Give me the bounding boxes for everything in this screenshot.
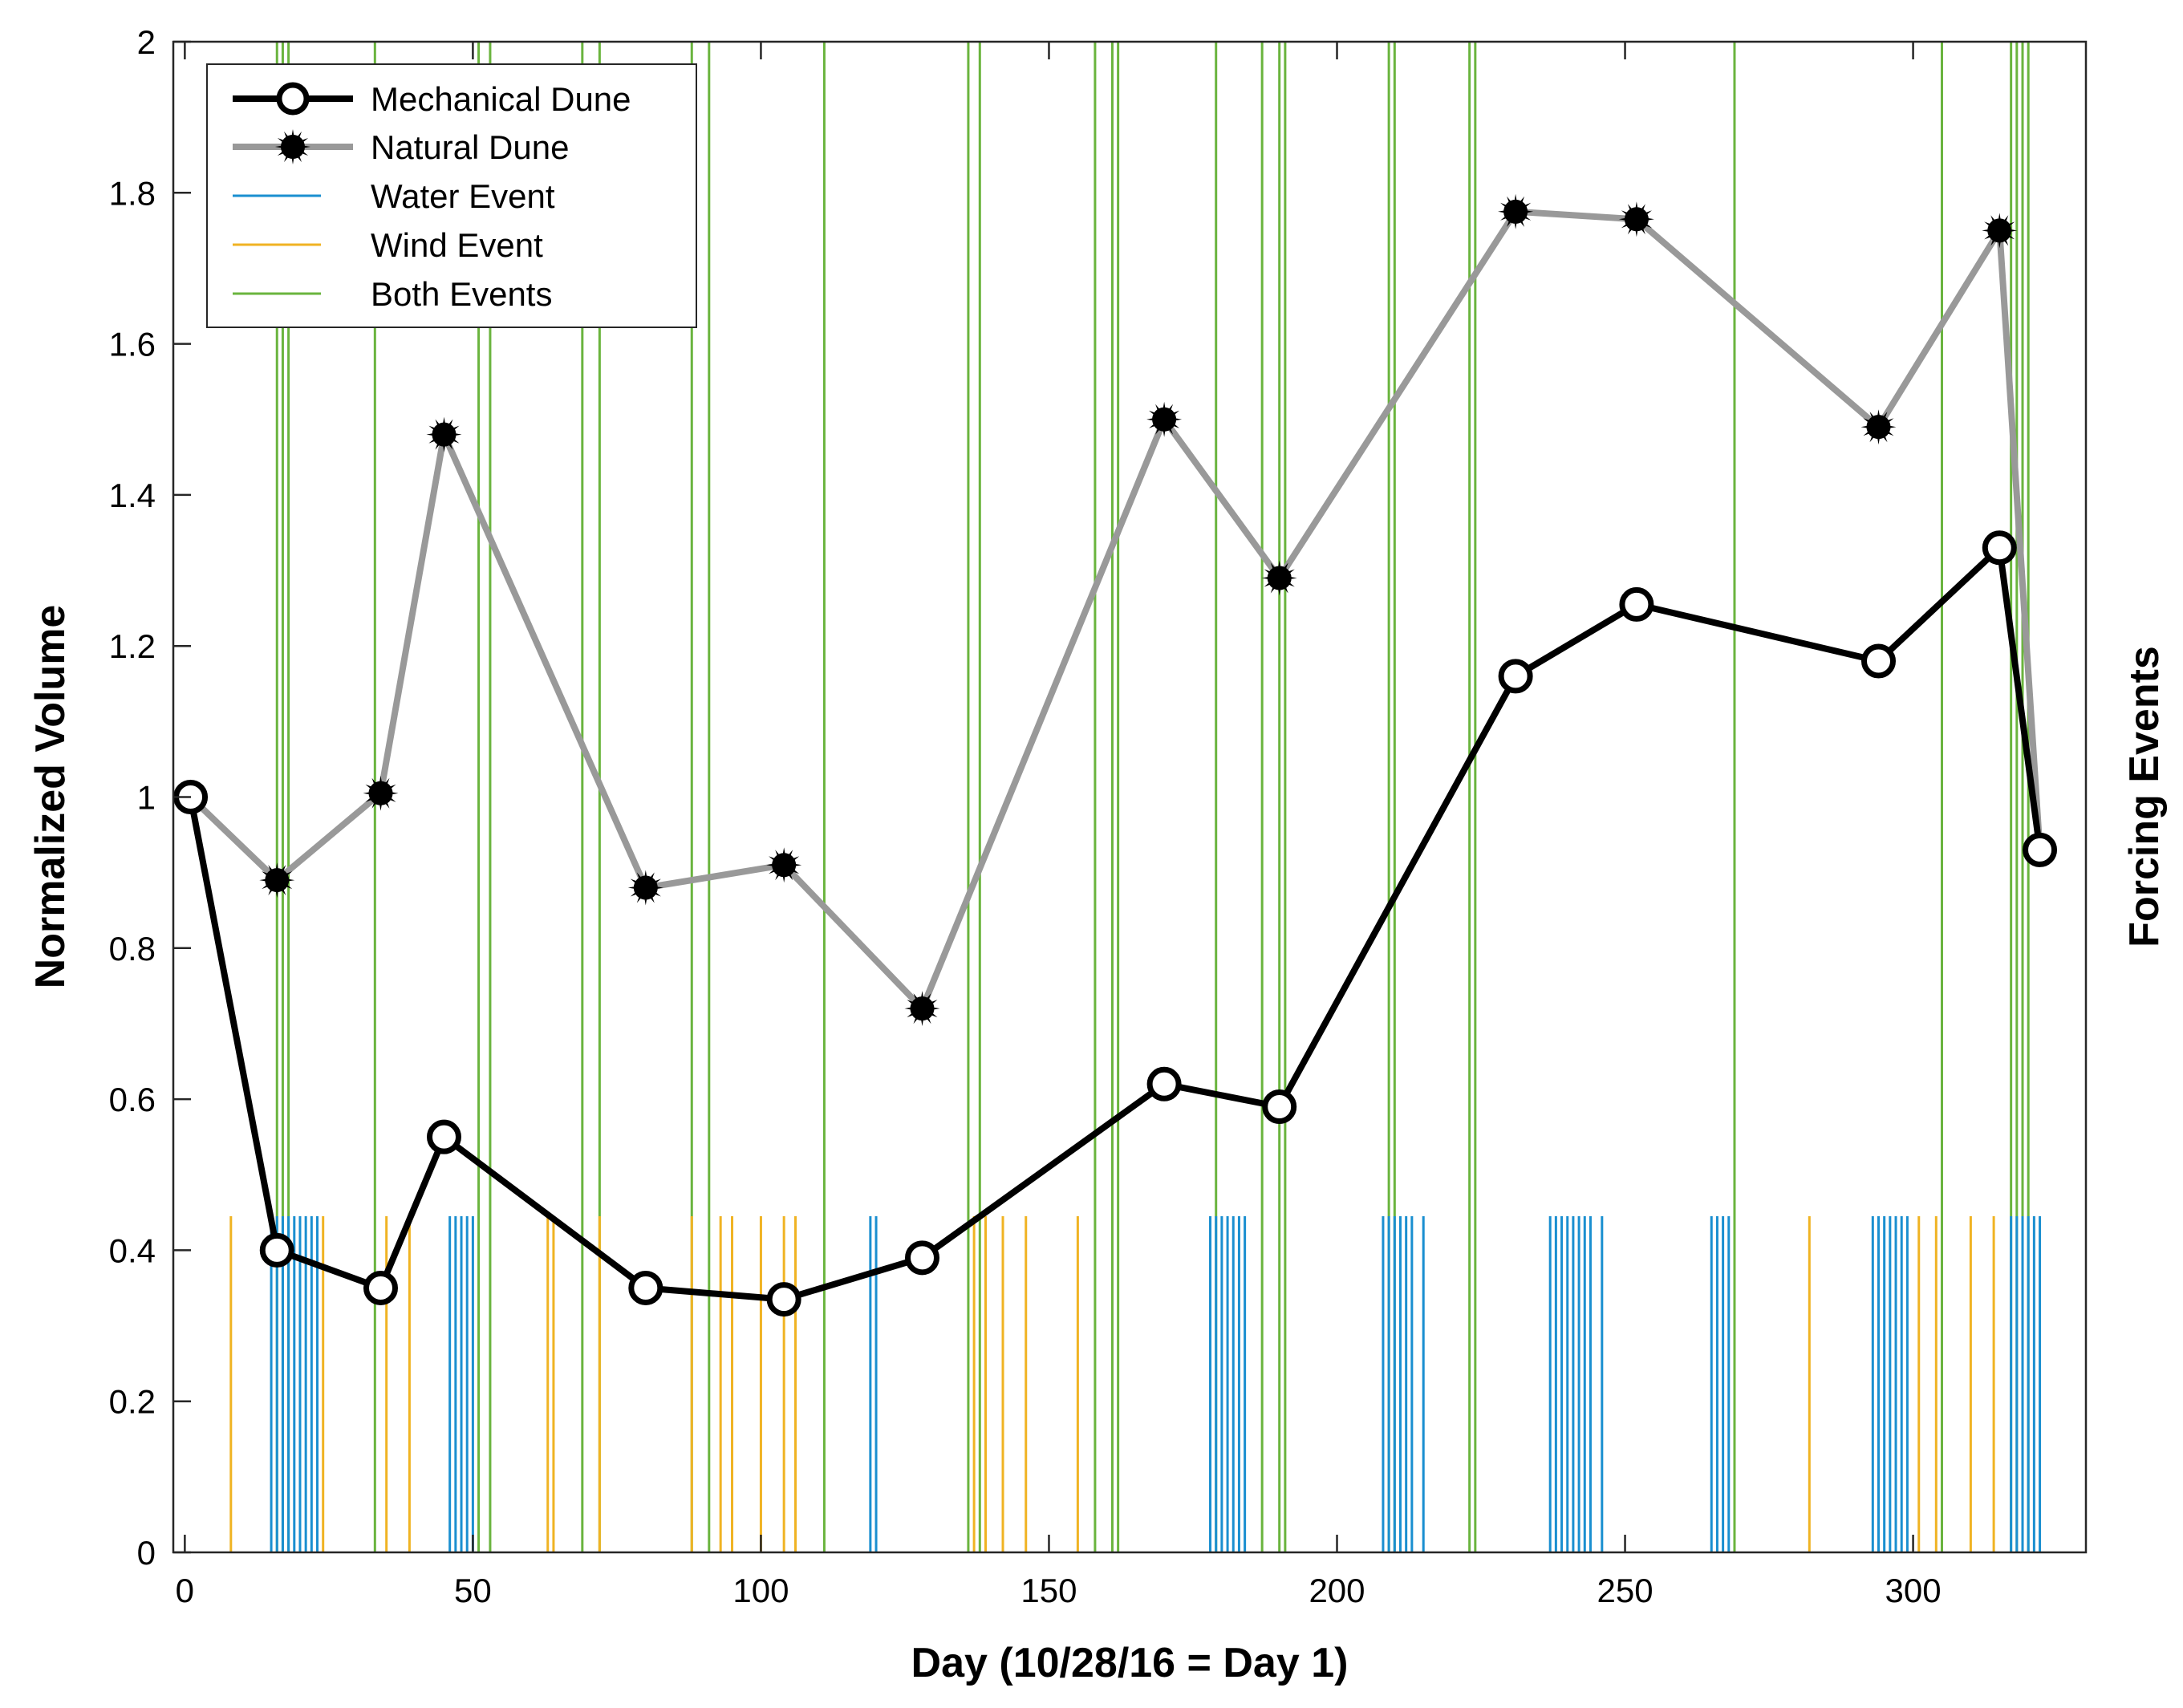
- mechanical-dune-point: [766, 1282, 801, 1317]
- x-tick-label: 200: [1309, 1572, 1365, 1609]
- natural-dune-point: [1261, 560, 1297, 596]
- legend-item-wind: Wind Event: [233, 226, 543, 264]
- legend-label-wind: Wind Event: [371, 226, 543, 264]
- mechanical-dune-line: [187, 544, 2043, 1303]
- ticks-layer: 0 50 100 150 200 250 300 0 0.2 0.4 0.6 0.8 1 1.2 1.4 1.…: [109, 23, 1942, 1609]
- legend-open-circle-marker: [276, 82, 310, 116]
- y-tick-label: 0: [137, 1534, 156, 1572]
- y-tick-label: 0.4: [109, 1231, 156, 1269]
- x-tick-label: 250: [1597, 1572, 1653, 1609]
- mechanical-dune-point: [1982, 530, 2017, 566]
- y-tick-label: 1.4: [109, 477, 156, 514]
- x-tick-label: 300: [1885, 1572, 1942, 1609]
- legend-label-water: Water Event: [371, 177, 555, 215]
- legend-star-glyph: [275, 129, 310, 164]
- mechanical-dune-point: [2023, 832, 2058, 867]
- mechanical-dune-point: [259, 1232, 294, 1268]
- mechanical-dune-point: [1619, 586, 1654, 622]
- natural-dune-point: [1982, 213, 2018, 249]
- y-tick-label: 0.6: [109, 1081, 156, 1118]
- natural-dune-point: [1860, 409, 1897, 445]
- natural-dune-point: [259, 862, 295, 899]
- legend-label-natural: Natural Dune: [371, 128, 569, 166]
- y-tick-label: 0.2: [109, 1383, 156, 1421]
- x-tick-label: 50: [454, 1572, 492, 1609]
- natural-dune-point: [363, 775, 399, 811]
- y-tick-label: 1: [137, 779, 156, 817]
- mechanical-dune-point: [1498, 659, 1533, 694]
- mechanical-dune-point: [1262, 1089, 1297, 1125]
- legend-label-mechanical: Mechanical Dune: [371, 80, 631, 118]
- natural-dune-point: [627, 870, 663, 906]
- y-tick-label: 0.8: [109, 930, 156, 968]
- natural-dune-point: [904, 991, 940, 1027]
- mechanical-dune-point: [1146, 1066, 1182, 1101]
- natural-dune-point: [766, 847, 802, 883]
- natural-dune-line: [188, 208, 2043, 1012]
- y-axis-right-title: Forcing Events: [2121, 646, 2168, 947]
- x-tick-label: 150: [1020, 1572, 1077, 1609]
- legend-item-mechanical: Mechanical Dune: [233, 80, 631, 118]
- x-tick-label: 100: [732, 1572, 789, 1609]
- natural-dune-point: [426, 416, 462, 452]
- natural-dune-point: [1618, 201, 1654, 237]
- mechanical-dune-point: [904, 1240, 939, 1276]
- mechanical-dune-point: [1860, 643, 1896, 679]
- water-event-lines: [270, 1216, 2042, 1552]
- legend-label-both: Both Events: [371, 275, 552, 313]
- y-tick-label: 1.8: [109, 174, 156, 212]
- y-tick-label: 1.6: [109, 326, 156, 363]
- x-axis-title: Day (10/28/16 = Day 1): [911, 1640, 1349, 1686]
- mechanical-dune-point: [426, 1119, 461, 1154]
- legend: Mechanical Dune Natural Dune Water Event…: [206, 63, 697, 328]
- legend-item-natural: Natural Dune: [233, 128, 569, 166]
- legend-item-water: Water Event: [233, 177, 555, 215]
- mechanical-dune-point: [363, 1270, 399, 1305]
- series-layer: [172, 193, 2058, 1317]
- legend-star-marker: [275, 129, 310, 164]
- natural-dune-point: [1146, 401, 1183, 437]
- mechanical-dune-point: [628, 1270, 663, 1305]
- legend-item-both: Both Events: [233, 275, 552, 313]
- natural-dune-point: [1498, 193, 1534, 229]
- y-tick-label: 2: [137, 23, 156, 61]
- y-axis-title: Normalized Volume: [27, 605, 74, 989]
- x-tick-label: 0: [176, 1572, 194, 1609]
- y-tick-label: 1.2: [109, 627, 156, 665]
